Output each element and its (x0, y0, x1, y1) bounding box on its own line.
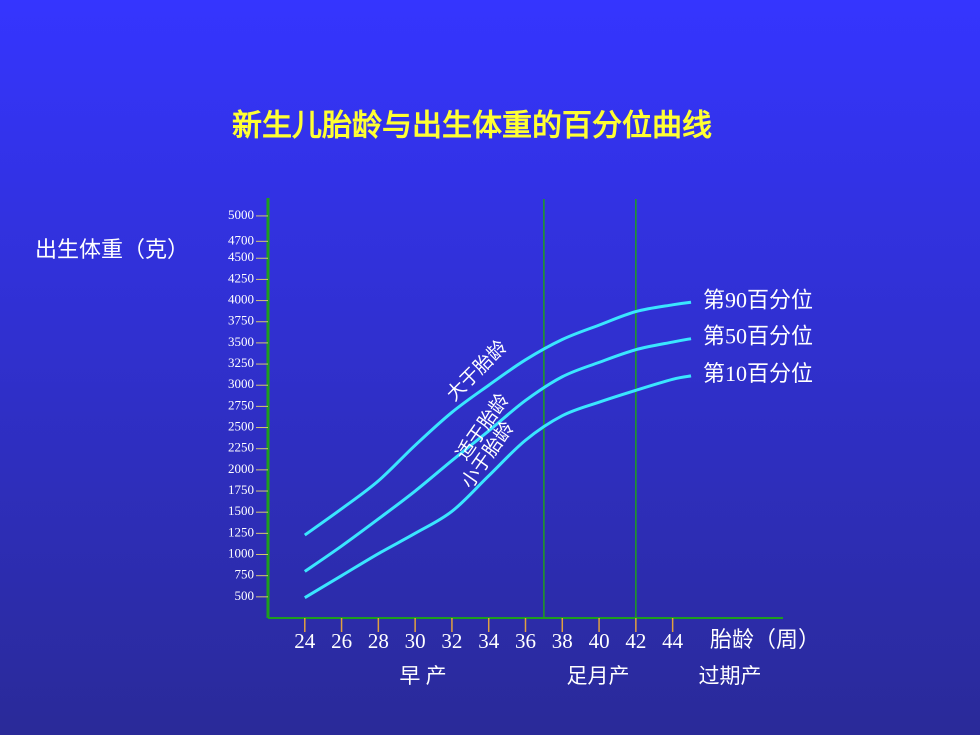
series-line (304, 374, 692, 599)
y-tick-label: 1250 (228, 524, 254, 539)
x-tick-label: 40 (589, 629, 610, 653)
series-label: 第50百分位 (703, 324, 813, 349)
y-tick-label: 4250 (228, 270, 254, 285)
x-tick-label: 36 (515, 629, 536, 653)
x-tick-label: 32 (441, 629, 462, 653)
y-tick-label: 2500 (228, 419, 254, 434)
series-label: 第10百分位 (703, 361, 813, 386)
x-tick-label: 28 (368, 629, 389, 653)
period-label: 早 产 (399, 664, 446, 688)
y-tick-label: 4700 (228, 232, 254, 247)
series-label: 第90百分位 (703, 287, 813, 312)
x-tick-label: 42 (625, 629, 646, 653)
y-tick-label: 1500 (228, 503, 254, 518)
y-tick-label: 500 (235, 588, 255, 603)
y-tick-label: 1000 (228, 545, 254, 560)
x-axis-label: 胎龄（周） (710, 627, 820, 652)
period-label: 过期产 (699, 664, 762, 688)
x-tick-label: 38 (552, 629, 573, 653)
x-tick-label: 24 (294, 629, 316, 653)
x-tick-label: 30 (405, 629, 426, 653)
series-line (303, 337, 692, 573)
y-axis-label: 出生体重（克） (35, 237, 189, 262)
chart-title: 新生儿胎龄与出生体重的百分位曲线 (232, 109, 712, 144)
y-tick-label: 5000 (228, 207, 254, 222)
y-tick-label: 4000 (228, 292, 254, 307)
y-tick-label: 750 (235, 567, 255, 582)
x-tick-label: 34 (478, 629, 500, 653)
x-tick-label: 26 (331, 629, 352, 653)
period-label: 足月产 (567, 664, 630, 688)
y-tick-label: 2250 (228, 440, 254, 455)
y-tick-label: 3000 (228, 376, 254, 391)
y-tick-label: 2000 (228, 461, 254, 476)
y-tick-label: 1750 (228, 482, 254, 497)
y-tick-label: 2750 (228, 397, 254, 412)
y-tick-label: 3750 (228, 313, 254, 328)
y-tick-label: 3500 (228, 334, 254, 349)
x-tick-label: 44 (662, 629, 684, 653)
series-line (303, 300, 692, 537)
y-tick-label: 3250 (228, 355, 254, 370)
y-tick-label: 4500 (228, 249, 254, 264)
